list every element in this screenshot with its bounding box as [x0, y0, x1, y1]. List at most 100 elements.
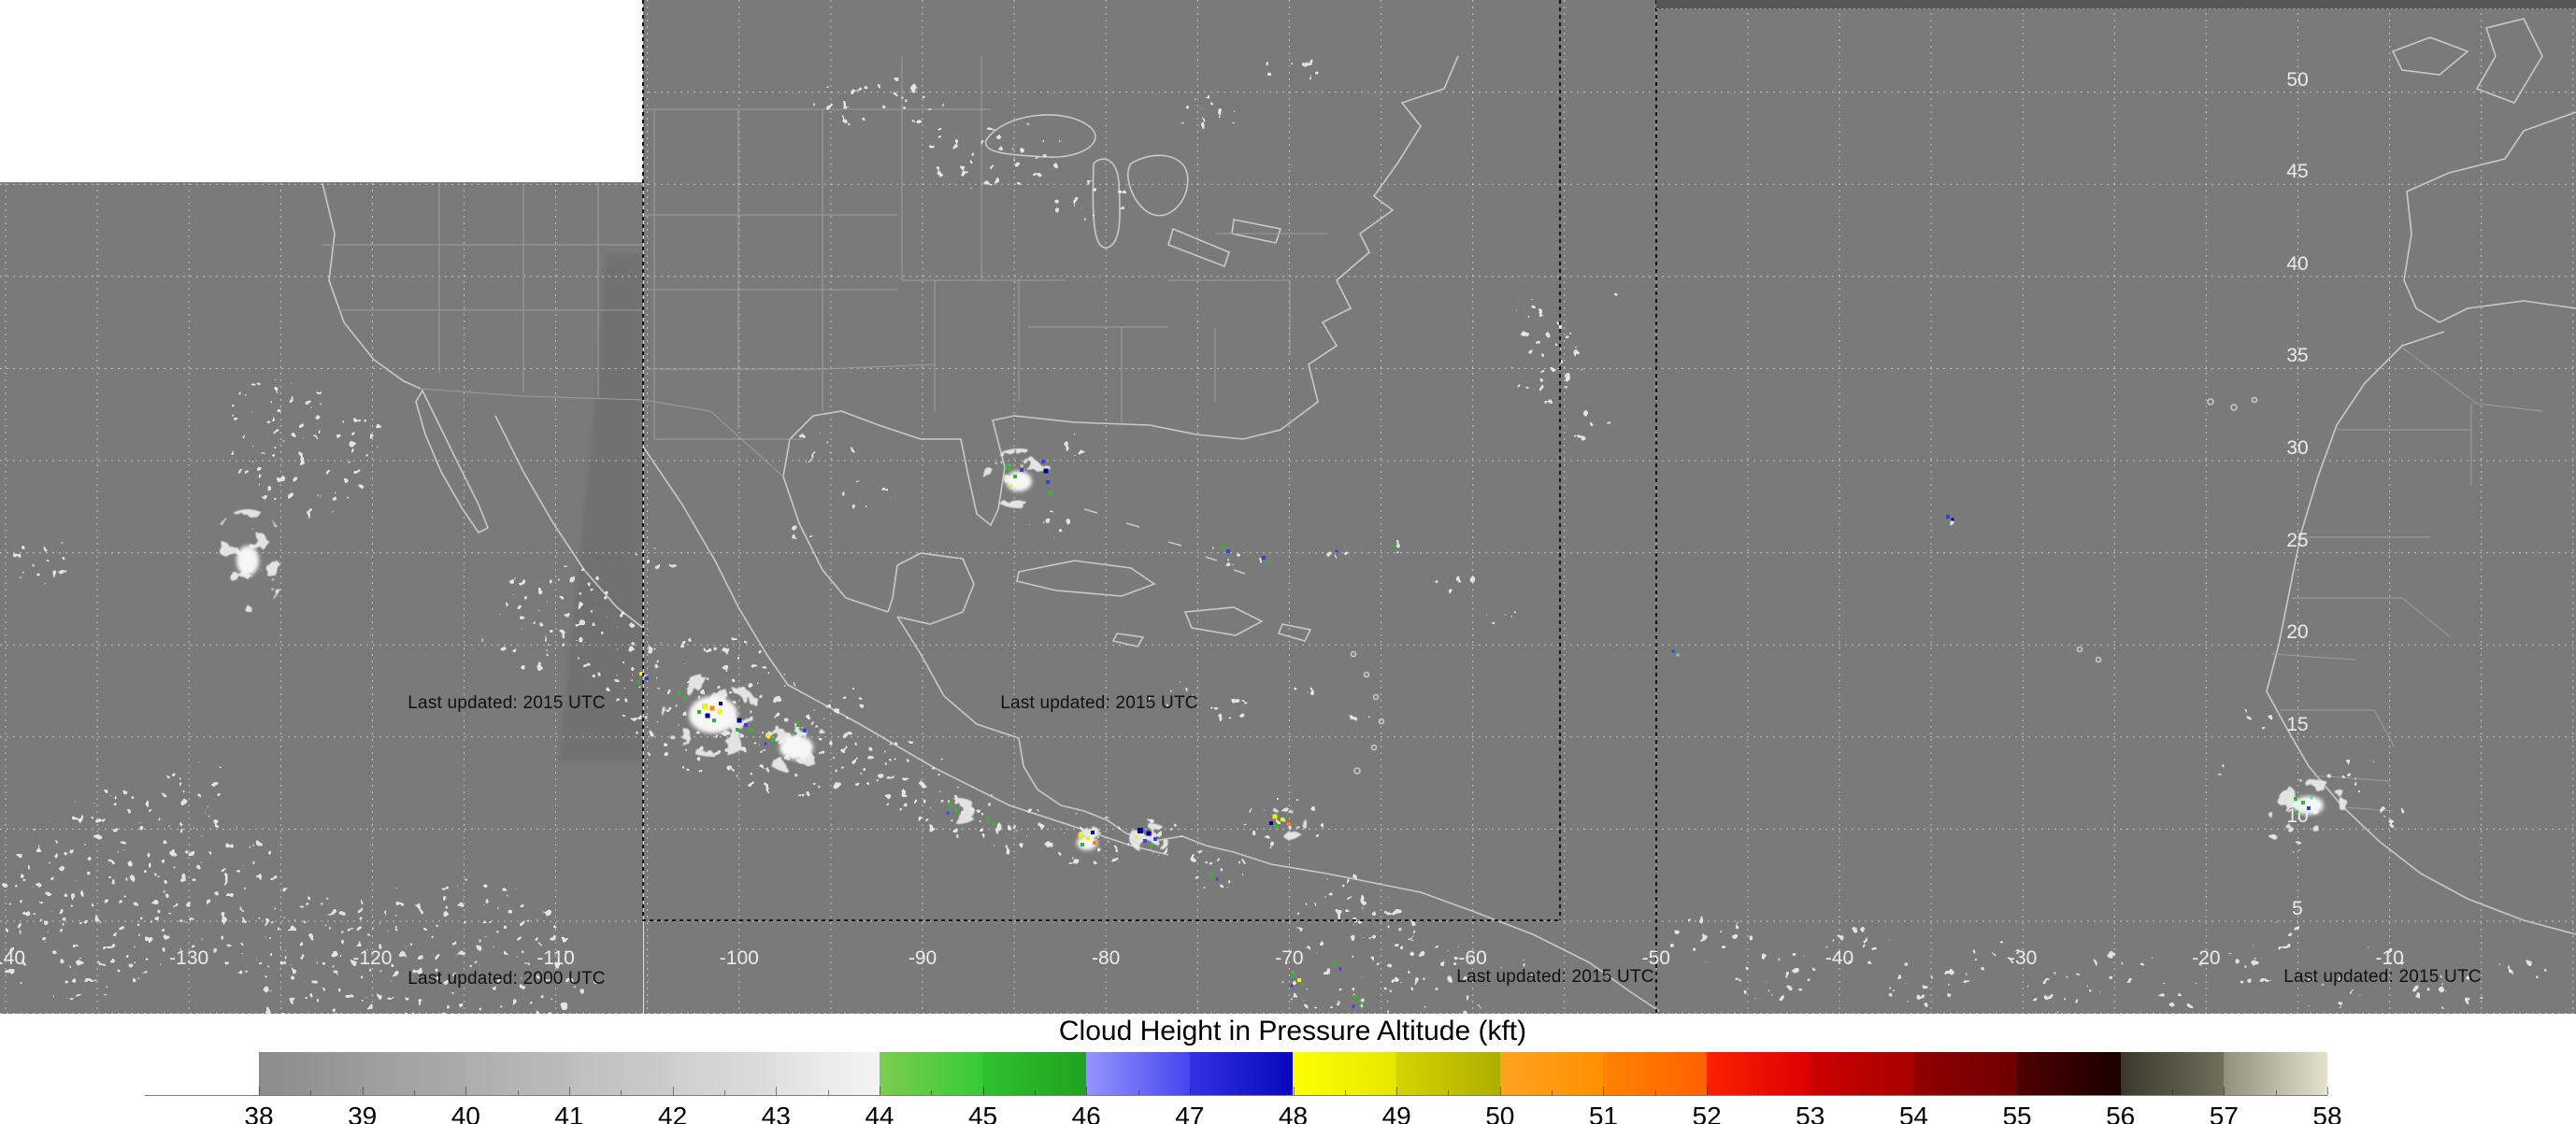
no-data-white-box: [0, 0, 643, 182]
colorbar-tick-label: 47: [1175, 1102, 1205, 1124]
latitude-label: 45: [2286, 161, 2309, 183]
colorbar-tick: [827, 1090, 829, 1095]
last-updated-label: Last updated: 2015 UTC: [2283, 967, 2482, 987]
longitude-label: -100: [719, 947, 759, 969]
colorbar-tick-label: 52: [1692, 1102, 1722, 1124]
colorbar-tick-label: 53: [1796, 1102, 1825, 1124]
latitude-label: 35: [2286, 345, 2309, 367]
longitude-label: -120: [352, 947, 393, 969]
colorbar-tick: [465, 1087, 467, 1095]
colorbar-tick: [1552, 1090, 1553, 1095]
colorbar-segment-45: [982, 1052, 1087, 1095]
convective-cell-markers: [637, 460, 2313, 1008]
colorbar-tick-label: 39: [348, 1102, 378, 1124]
sector-box-left-edge: [642, 0, 644, 920]
colorbar-tick: [259, 1087, 260, 1095]
latitude-label: 10: [2286, 805, 2309, 828]
colorbar-tick-label: 45: [967, 1102, 998, 1124]
longitude-label: -80: [1092, 947, 1121, 969]
colorbar-tick-label: 42: [658, 1102, 688, 1124]
colorbar-tick-label: 55: [2002, 1102, 2032, 1124]
colorbar-tick: [672, 1087, 674, 1095]
latitude-label: 25: [2286, 529, 2309, 551]
colorbar-tick: [982, 1087, 984, 1095]
longitude-label: -20: [2192, 947, 2221, 969]
colorbar-tick: [413, 1090, 415, 1095]
colorbar-tick: [362, 1087, 364, 1095]
colorbar-tick-label: 48: [1278, 1102, 1309, 1124]
colorbar-tick: [1654, 1090, 1656, 1095]
colorbar-segment-51: [1603, 1052, 1707, 1095]
colorbar-segment-50: [1499, 1052, 1604, 1095]
colorbar-title: Cloud Height in Pressure Altitude (kft): [1058, 1016, 1527, 1046]
longitude-label: -50: [1641, 947, 1670, 969]
colorbar-segment-46: [1086, 1052, 1190, 1095]
latitude-label: 30: [2286, 437, 2309, 459]
colorbar-tick-label: 58: [2312, 1102, 2342, 1124]
colorbar-tick: [568, 1087, 570, 1095]
colorbar-tick-label: 44: [865, 1102, 894, 1124]
meteosat-top-strip: [1656, 0, 2576, 9]
colorbar-tick: [2017, 1087, 2019, 1095]
colorbar-tick: [2068, 1090, 2070, 1095]
colorbar-tick: [1293, 1087, 1295, 1095]
colorbar-tick: [1241, 1090, 1243, 1095]
colorbar-tick: [310, 1090, 312, 1095]
colorbar-tick: [1499, 1087, 1501, 1095]
colorbar-tick: [2172, 1090, 2174, 1095]
colorbar-tick: [1603, 1087, 1605, 1095]
colorbar-tick: [1810, 1087, 1811, 1095]
colorbar-tick: [1138, 1090, 1139, 1095]
colorbar-segment-56: [2120, 1052, 2225, 1095]
latitude-label: 5: [2292, 898, 2303, 919]
latitude-label: 20: [2286, 621, 2309, 644]
colorbar-segment-39: [362, 1052, 466, 1095]
colorbar-tick: [2275, 1090, 2277, 1095]
colorbar-tick-label: 51: [1588, 1102, 1619, 1124]
longitude-label: -110: [537, 947, 575, 969]
longitude-label: -60: [1458, 947, 1487, 969]
colorbar-tick-label: 40: [451, 1102, 480, 1124]
longitude-label: -30: [2009, 947, 2038, 969]
colorbar-tick: [1189, 1087, 1191, 1095]
sector-box-bottom-edge: [642, 919, 1561, 921]
colorbar-tick: [2327, 1087, 2328, 1095]
colorbar-tick: [1707, 1087, 1709, 1095]
longitude-label: -40: [1825, 947, 1854, 969]
colorbar-segment-55: [2016, 1052, 2121, 1095]
colorbar-segment-44: [879, 1052, 983, 1095]
latitude-label: 40: [2286, 252, 2309, 275]
cloud-speckle-fields: [0, 55, 2552, 1014]
colorbar: [259, 1052, 2328, 1095]
sector-box-right-edge: [1559, 0, 1561, 920]
colorbar-tick-label: 38: [244, 1102, 274, 1124]
meteosat-boundary-line: [1655, 0, 1657, 1014]
coastlines: [322, 18, 2576, 1012]
colorbar-segment-48: [1293, 1052, 1397, 1095]
colorbar-segment-40: [465, 1052, 569, 1095]
colorbar-tick: [2224, 1087, 2225, 1095]
colorbar-tick: [776, 1087, 778, 1095]
colorbar-tick: [723, 1090, 725, 1095]
colorbar-tick: [517, 1090, 519, 1095]
latitude-label: 50: [2286, 68, 2309, 91]
colorbar-tick-label: 57: [2209, 1102, 2239, 1124]
colorbar-tick-label: 56: [2106, 1102, 2136, 1124]
colorbar-segment-42: [672, 1052, 777, 1095]
colorbar-tick: [1396, 1087, 1398, 1095]
last-updated-label: Last updated: 2015 UTC: [408, 693, 606, 713]
last-updated-label: Last updated: 2015 UTC: [1456, 967, 1654, 987]
colorbar-tick: [1758, 1090, 1760, 1095]
colorbar-tick: [621, 1090, 623, 1095]
last-updated-label: Last updated: 2015 UTC: [1000, 693, 1198, 713]
colorbar-legend: Cloud Height in Pressure Altitude (kft) …: [0, 1014, 2576, 1124]
colorbar-segment-52: [1706, 1052, 1810, 1095]
longitude-label: -10: [2375, 947, 2404, 969]
colorbar-segment-49: [1396, 1052, 1500, 1095]
colorbar-segment-54: [1913, 1052, 2017, 1095]
colorbar-segment-41: [568, 1052, 673, 1095]
colorbar-tick: [1913, 1087, 1915, 1095]
colorbar-tick-label: 49: [1381, 1102, 1411, 1124]
colorbar-segment-57: [2224, 1052, 2327, 1095]
map-graphics: [0, 0, 2576, 1014]
